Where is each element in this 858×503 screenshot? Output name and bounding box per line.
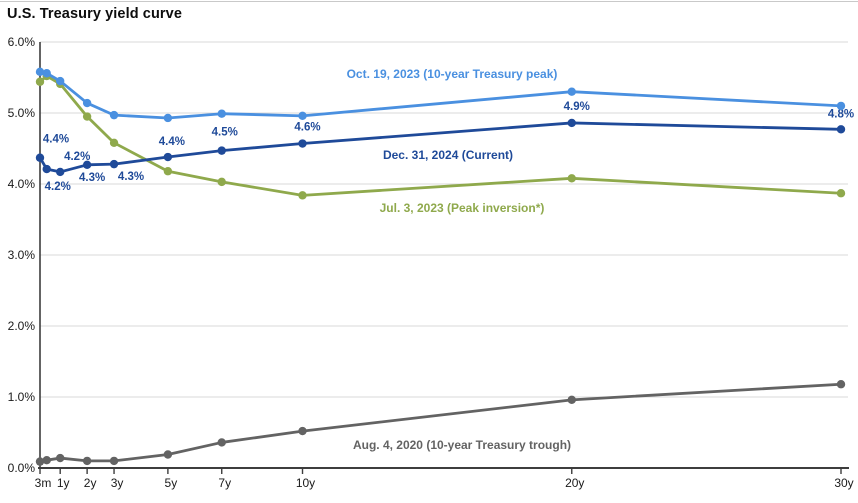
data-point	[109, 456, 119, 466]
data-point	[298, 111, 307, 121]
data-point	[109, 110, 119, 120]
series-label: Dec. 31, 2024 (Current)	[383, 148, 513, 162]
x-tick-label: 2y	[84, 476, 97, 490]
series-line	[38, 74, 843, 197]
data-point	[163, 113, 173, 123]
data-point	[567, 395, 576, 405]
data-point	[55, 167, 65, 177]
series-line	[38, 121, 843, 174]
x-tick-label: 7y	[218, 476, 231, 490]
data-point	[836, 380, 846, 389]
x-tick-label: 5y	[165, 476, 178, 490]
data-point	[109, 138, 119, 148]
data-point	[42, 69, 51, 78]
series-label: Oct. 19, 2023 (10-year Treasury peak)	[347, 67, 558, 81]
y-tick-label: 4.0%	[8, 177, 36, 191]
data-point	[567, 87, 576, 96]
data-point	[298, 191, 307, 200]
x-tick-label: 30y	[834, 476, 853, 490]
data-label: 4.5%	[212, 127, 238, 139]
y-tick-label: 6.0%	[8, 35, 36, 49]
data-label: 4.4%	[43, 134, 69, 146]
data-point	[82, 112, 92, 121]
data-point	[217, 146, 226, 155]
y-tick-label: 2.0%	[8, 319, 36, 333]
data-point	[55, 453, 65, 463]
series-line	[38, 382, 843, 464]
chart-title: U.S. Treasury yield curve	[7, 6, 182, 22]
x-tick-label: 3m	[35, 476, 52, 490]
data-point	[35, 457, 45, 466]
data-point	[836, 101, 846, 111]
x-tick-label: 20y	[565, 476, 584, 490]
data-label: 4.4%	[159, 136, 185, 148]
data-point	[298, 426, 307, 436]
x-tick-label: 3y	[111, 476, 124, 490]
y-tick-label: 3.0%	[8, 248, 36, 262]
y-tick-label: 0.0%	[8, 461, 36, 475]
data-label: 4.3%	[118, 171, 144, 183]
data-point	[298, 139, 307, 148]
data-point	[836, 189, 846, 198]
data-point	[35, 77, 45, 86]
data-point	[163, 167, 173, 176]
data-point	[82, 456, 92, 466]
data-label: 4.8%	[828, 108, 854, 120]
series-label: Jul. 3, 2023 (Peak inversion*)	[380, 201, 545, 215]
data-point	[567, 118, 576, 128]
data-point	[567, 174, 576, 183]
data-point	[35, 67, 45, 77]
x-tick-label: 1y	[57, 476, 70, 490]
data-point	[42, 164, 51, 174]
data-point	[163, 450, 173, 459]
data-point	[163, 152, 173, 162]
data-point	[836, 125, 846, 134]
data-point	[109, 159, 119, 169]
data-point	[217, 177, 226, 187]
data-label: 4.9%	[564, 101, 590, 113]
data-point	[82, 160, 92, 170]
data-point	[35, 153, 45, 162]
y-tick-label: 1.0%	[8, 390, 36, 404]
y-tick-label: 5.0%	[8, 106, 36, 120]
data-point	[42, 455, 51, 465]
series-label: Aug. 4, 2020 (10-year Treasury trough)	[353, 438, 571, 452]
series-line	[38, 70, 843, 120]
data-point	[217, 109, 226, 118]
top-divider	[0, 1, 858, 2]
data-label: 4.2%	[64, 151, 90, 163]
data-point	[82, 98, 92, 108]
data-point	[217, 438, 226, 447]
data-label: 4.2%	[45, 181, 71, 193]
x-tick-label: 10y	[296, 476, 315, 490]
data-label: 4.6%	[294, 122, 320, 134]
data-label: 4.3%	[79, 172, 105, 184]
data-point	[55, 76, 65, 86]
